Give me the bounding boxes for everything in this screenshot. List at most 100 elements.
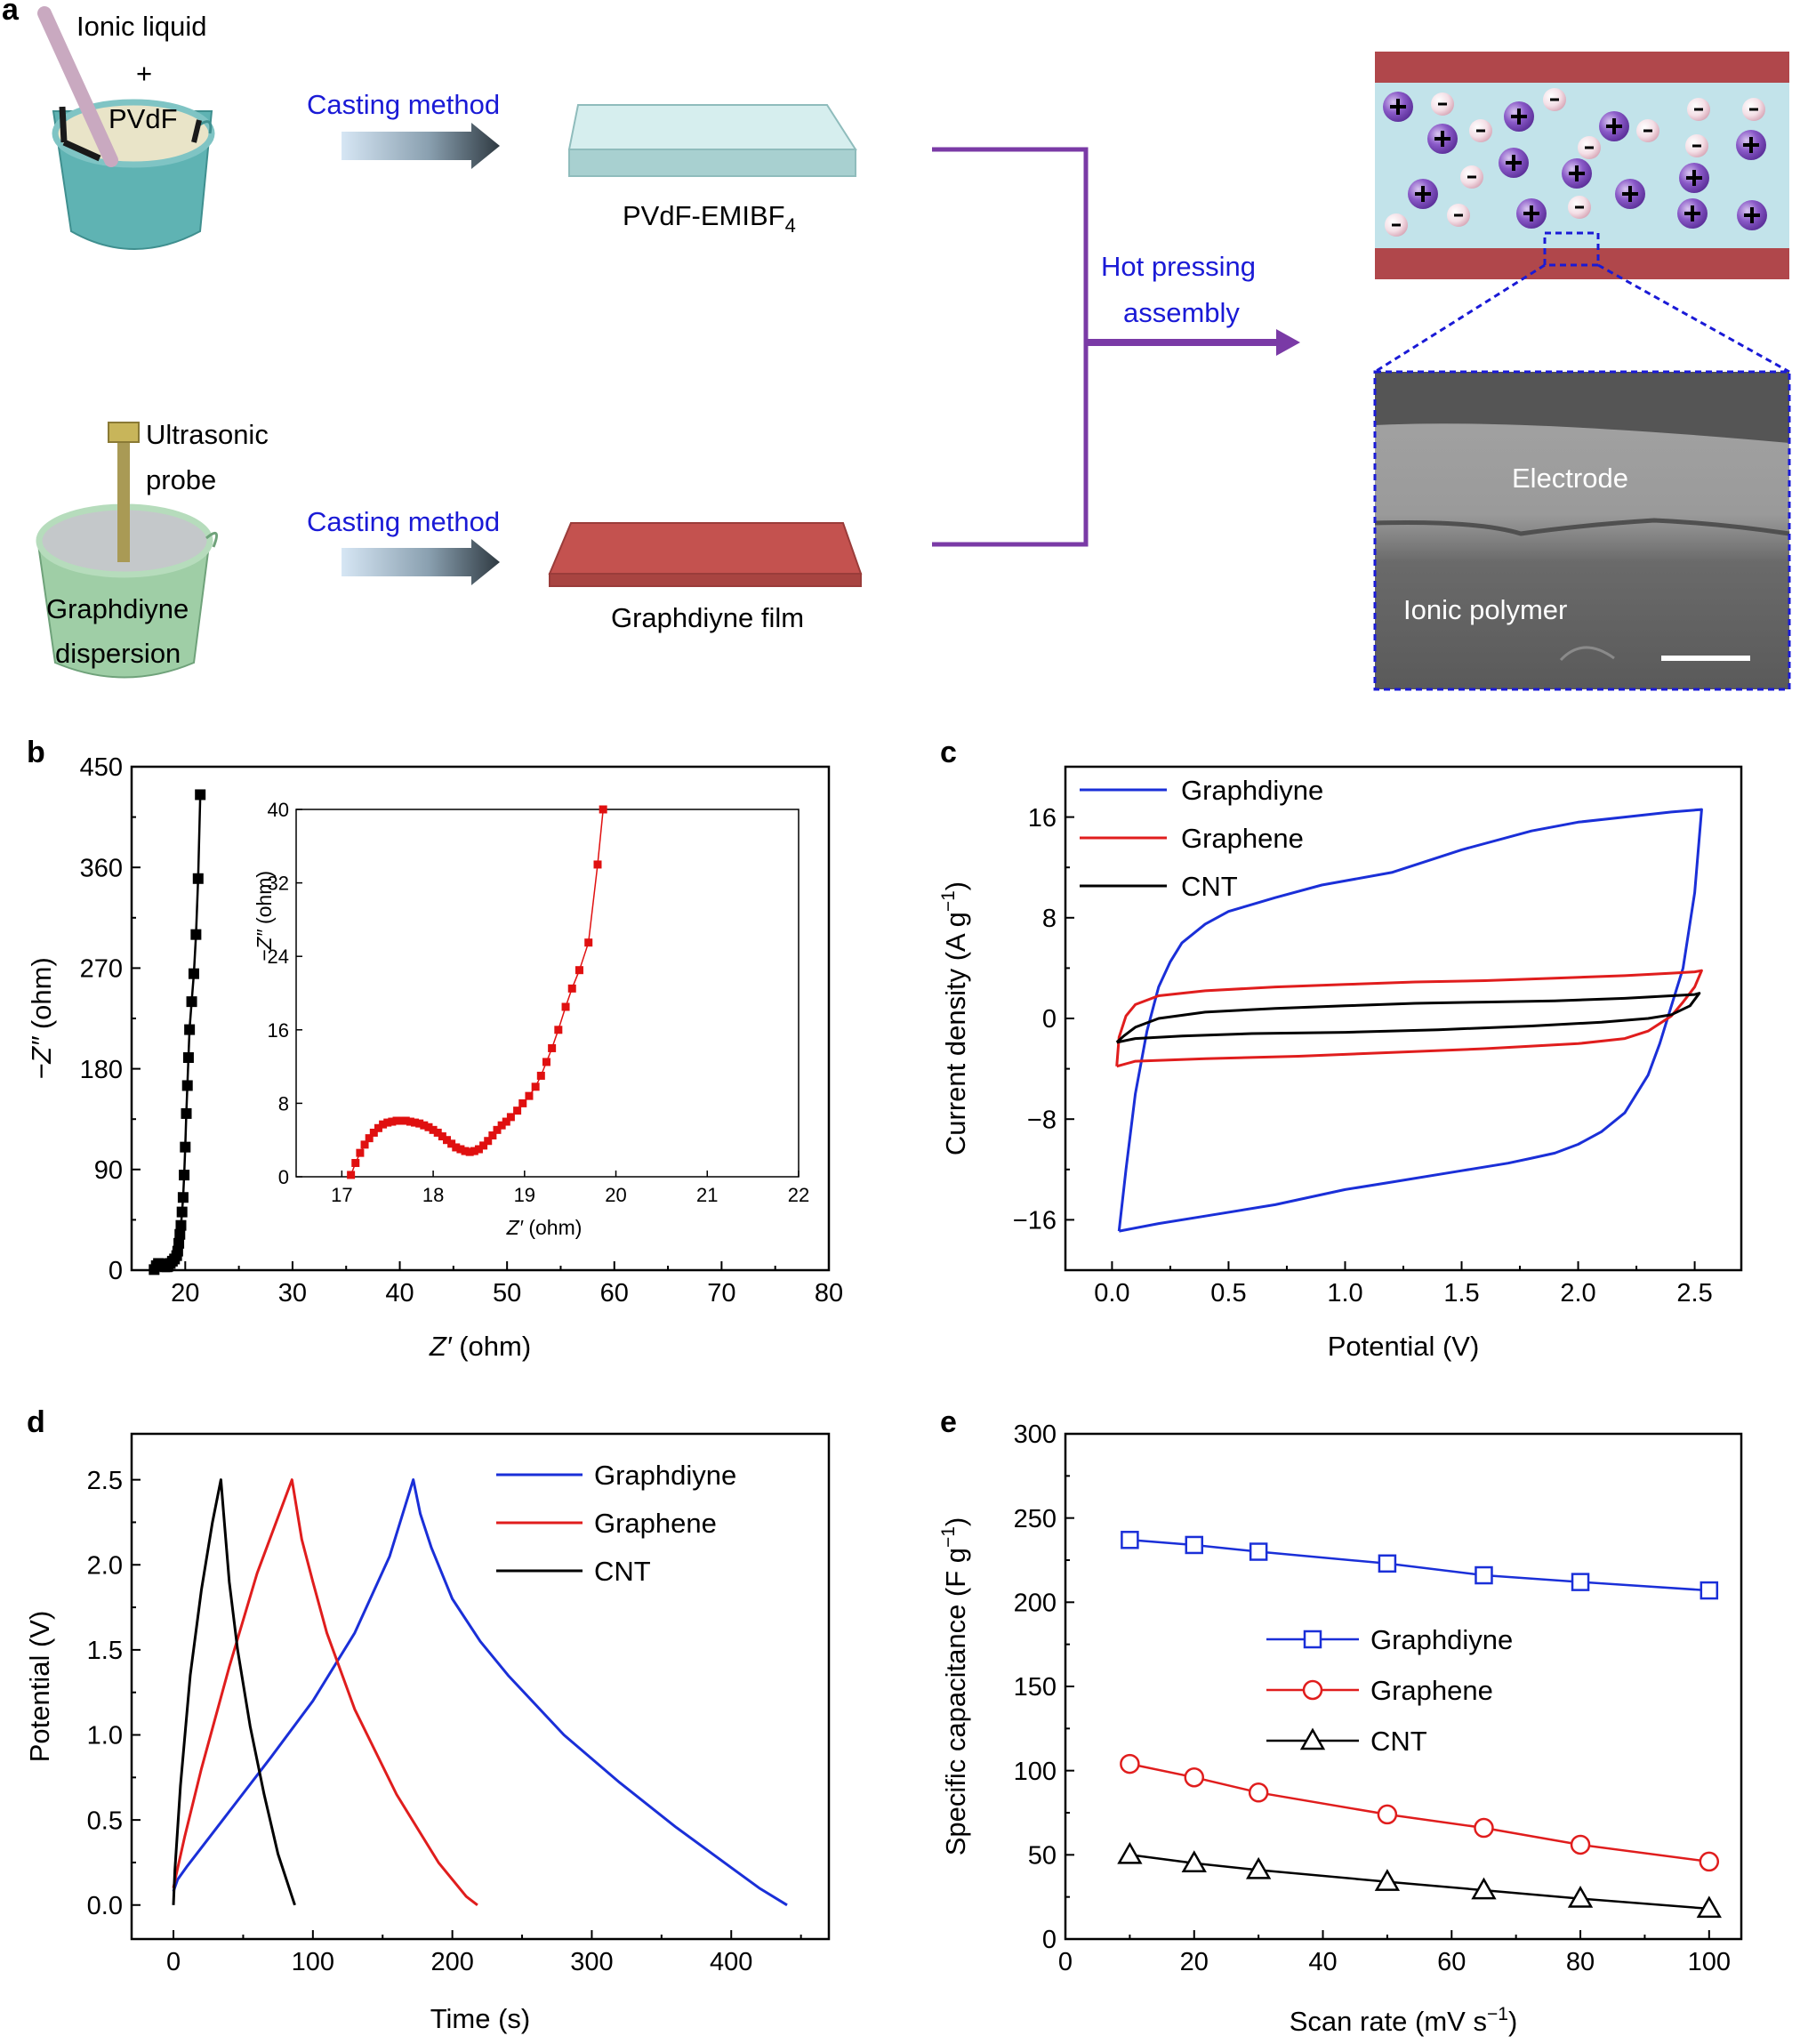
- nyquist-point: [192, 873, 204, 884]
- capacitance-line-cnt: [1129, 1854, 1709, 1911]
- inset-point: [484, 1137, 493, 1146]
- inset-point: [388, 1117, 397, 1126]
- capacitance-point: [1378, 1554, 1397, 1573]
- x-tick-label: 20: [1180, 1948, 1209, 1976]
- inset-point: [360, 1140, 369, 1149]
- panel-a-label: a: [2, 0, 20, 27]
- x-tick-label: 0: [166, 1948, 181, 1976]
- x-tick-label: 100: [1688, 1948, 1731, 1976]
- anion: [1447, 204, 1470, 227]
- inset-point: [584, 938, 593, 947]
- inset-y-label: −Z″ (ohm): [253, 871, 276, 962]
- y-tick-label: 0: [108, 1257, 123, 1285]
- inset-x-tick-label: 18: [422, 1184, 444, 1206]
- chart-e-capacitance: 0 20 40 60 80 100 0 50 100 150 200 250 300 Graphdiyne…: [938, 1420, 1743, 2037]
- inset-point: [488, 1131, 497, 1140]
- capacitance-point: [1474, 1817, 1494, 1839]
- capacitance-line-graphene: [1129, 1762, 1709, 1863]
- inset-point: [347, 1171, 356, 1179]
- y-axis-label: −Z″ (ohm): [26, 957, 57, 1080]
- inset-point: [536, 1071, 545, 1080]
- beaker2-text-graphdiyne: Graphdiyne: [46, 593, 189, 624]
- hot-pressing-label-1: Hot pressing: [1101, 251, 1256, 282]
- cation: [1562, 158, 1592, 189]
- nyquist-point: [176, 1206, 188, 1218]
- capacitance-point: [1374, 1869, 1401, 1891]
- anion: [1742, 98, 1765, 121]
- x-tick-label: 0.5: [1210, 1279, 1246, 1308]
- capacitance-point: [1117, 1841, 1143, 1864]
- cation: [1427, 124, 1458, 154]
- inset-point: [351, 1159, 360, 1168]
- capacitance-point: [1181, 1850, 1207, 1873]
- inset-y-tick-label: 8: [278, 1092, 289, 1115]
- y-tick-label: 8: [1042, 905, 1057, 933]
- plus-sign: [1743, 137, 1759, 153]
- sem-label-ionic-polymer: Ionic polymer: [1403, 594, 1567, 625]
- capacitance-point: [1700, 1581, 1719, 1600]
- capacitance-point: [1377, 1804, 1398, 1825]
- chart-c-cv: 0.0 0.5 1.0 1.5 2.0 2.5 −16 −8 0 8 16 Graphdiyne Gra…: [938, 765, 1743, 1362]
- beaker1-text-pvdf: PVdF: [108, 103, 178, 134]
- inset-point: [424, 1123, 433, 1131]
- nyquist-point: [180, 1141, 191, 1153]
- cation: [1504, 101, 1534, 132]
- y-tick-label: 90: [94, 1156, 123, 1185]
- hot-pressing-label-2: assembly: [1123, 297, 1240, 328]
- x-axis-label: Time (s): [430, 2003, 531, 2034]
- inset-y-tick-label: 32: [268, 873, 289, 895]
- inset-point: [392, 1116, 401, 1125]
- y-tick-label: 250: [1014, 1505, 1057, 1533]
- inset-x-label: Z′ (ohm): [506, 1216, 583, 1239]
- beaker1-text-ionic-liquid: Ionic liquid: [76, 11, 206, 42]
- inset-point: [411, 1118, 420, 1127]
- x-tick-label: 100: [292, 1948, 334, 1976]
- legend-label: Graphene: [1181, 823, 1304, 854]
- inset-point: [433, 1128, 442, 1137]
- plus-sign: [1506, 155, 1522, 171]
- anion: [1431, 93, 1454, 116]
- x-tick-label: 0.0: [1094, 1279, 1129, 1308]
- x-tick-label: 60: [1437, 1948, 1466, 1976]
- inset-point: [438, 1132, 446, 1141]
- inset-point: [525, 1091, 534, 1100]
- nyquist-point: [174, 1228, 186, 1240]
- y-tick-label: 300: [1014, 1420, 1057, 1449]
- anion: [1578, 136, 1601, 159]
- y-tick-label: 2.0: [87, 1551, 123, 1580]
- y-tick-label: 200: [1014, 1589, 1057, 1617]
- x-tick-label: 70: [707, 1279, 735, 1308]
- legend-label: Graphdiyne: [1181, 775, 1323, 806]
- top-electrode: [1375, 52, 1789, 83]
- inset-x-tick-label: 22: [788, 1184, 809, 1206]
- y-tick-label: 16: [1028, 804, 1057, 833]
- inset-point: [401, 1116, 410, 1125]
- inset-point: [383, 1118, 392, 1127]
- inset-point: [406, 1117, 414, 1126]
- casting-method-label-1: Casting method: [307, 89, 500, 120]
- hot-pressing-arrowhead: [1276, 329, 1300, 356]
- inset-point: [415, 1119, 424, 1128]
- legend-marker: [1303, 1630, 1322, 1649]
- capacitance-point: [1185, 1535, 1204, 1555]
- nyquist-point: [177, 1192, 189, 1203]
- inset-y-tick-label: 0: [278, 1166, 289, 1188]
- inset-point: [542, 1058, 550, 1066]
- legend-label: Graphene: [1370, 1675, 1493, 1706]
- inset-point: [374, 1123, 382, 1132]
- capacitance-point: [1699, 1851, 1720, 1872]
- capacitance-point: [1121, 1531, 1139, 1549]
- legend-marker: [1299, 1727, 1326, 1750]
- capacitance-point: [1571, 1573, 1590, 1591]
- y-tick-label: 0.0: [87, 1892, 123, 1920]
- ultrasonic-probe: [117, 433, 130, 562]
- inset-x-tick-label: 19: [514, 1184, 535, 1206]
- y-tick-label: 150: [1014, 1673, 1057, 1702]
- y-tick-label: −16: [1013, 1207, 1057, 1235]
- inset-point: [379, 1120, 388, 1129]
- inset-y-tick-label: 16: [268, 1019, 289, 1042]
- inset-point: [518, 1098, 527, 1107]
- y-tick-label: 2.5: [87, 1467, 123, 1495]
- legend-marker: [1302, 1679, 1323, 1701]
- nyquist-point: [188, 968, 199, 979]
